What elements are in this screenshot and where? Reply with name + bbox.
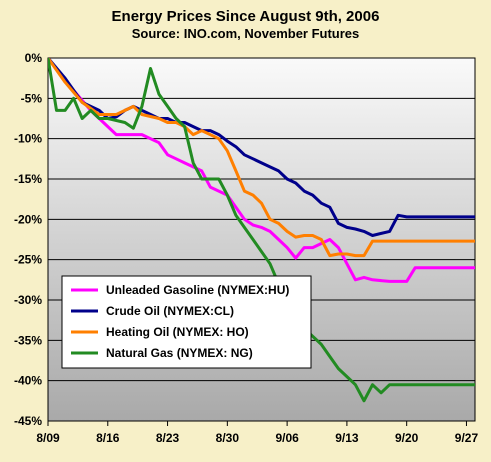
y-tick-label: -45%	[14, 414, 42, 428]
y-tick-label: -20%	[14, 212, 42, 226]
y-tick-label: -35%	[14, 333, 42, 347]
x-tick-label: 9/20	[395, 431, 419, 445]
x-tick-label: 8/09	[36, 431, 60, 445]
x-tick-label: 8/30	[216, 431, 240, 445]
legend-box	[61, 275, 312, 369]
y-tick-label: -10%	[14, 132, 42, 146]
chart-title: Energy Prices Since August 9th, 2006	[111, 8, 380, 25]
y-tick-label: -5%	[21, 91, 43, 105]
x-tick-label: 9/27	[455, 431, 479, 445]
x-tick-label: 9/13	[335, 431, 359, 445]
x-tick-label: 8/16	[96, 431, 120, 445]
y-tick-label: -40%	[14, 374, 42, 388]
plot-border	[47, 57, 476, 422]
x-tick-label: 9/06	[275, 431, 299, 445]
legend-label: Unleaded Gasoline (NYMEX:HU)	[106, 283, 289, 297]
x-tick-label: 8/23	[156, 431, 180, 445]
legend-label: Crude Oil (NYMEX:CL)	[106, 304, 234, 318]
y-tick-label: -25%	[14, 253, 42, 267]
series-line-3	[48, 58, 475, 403]
series-line-0	[48, 58, 475, 283]
legend-label: Heating Oil (NYMEX: HO)	[106, 325, 249, 339]
series-line-2	[48, 58, 475, 258]
y-tick-label: 0%	[25, 51, 43, 65]
legend-label: Natural Gas (NYMEX: NG)	[106, 346, 253, 360]
chart-subtitle: Source: INO.com, November Futures	[131, 26, 360, 41]
y-tick-label: -15%	[14, 172, 42, 186]
y-tick-label: -30%	[14, 293, 42, 307]
